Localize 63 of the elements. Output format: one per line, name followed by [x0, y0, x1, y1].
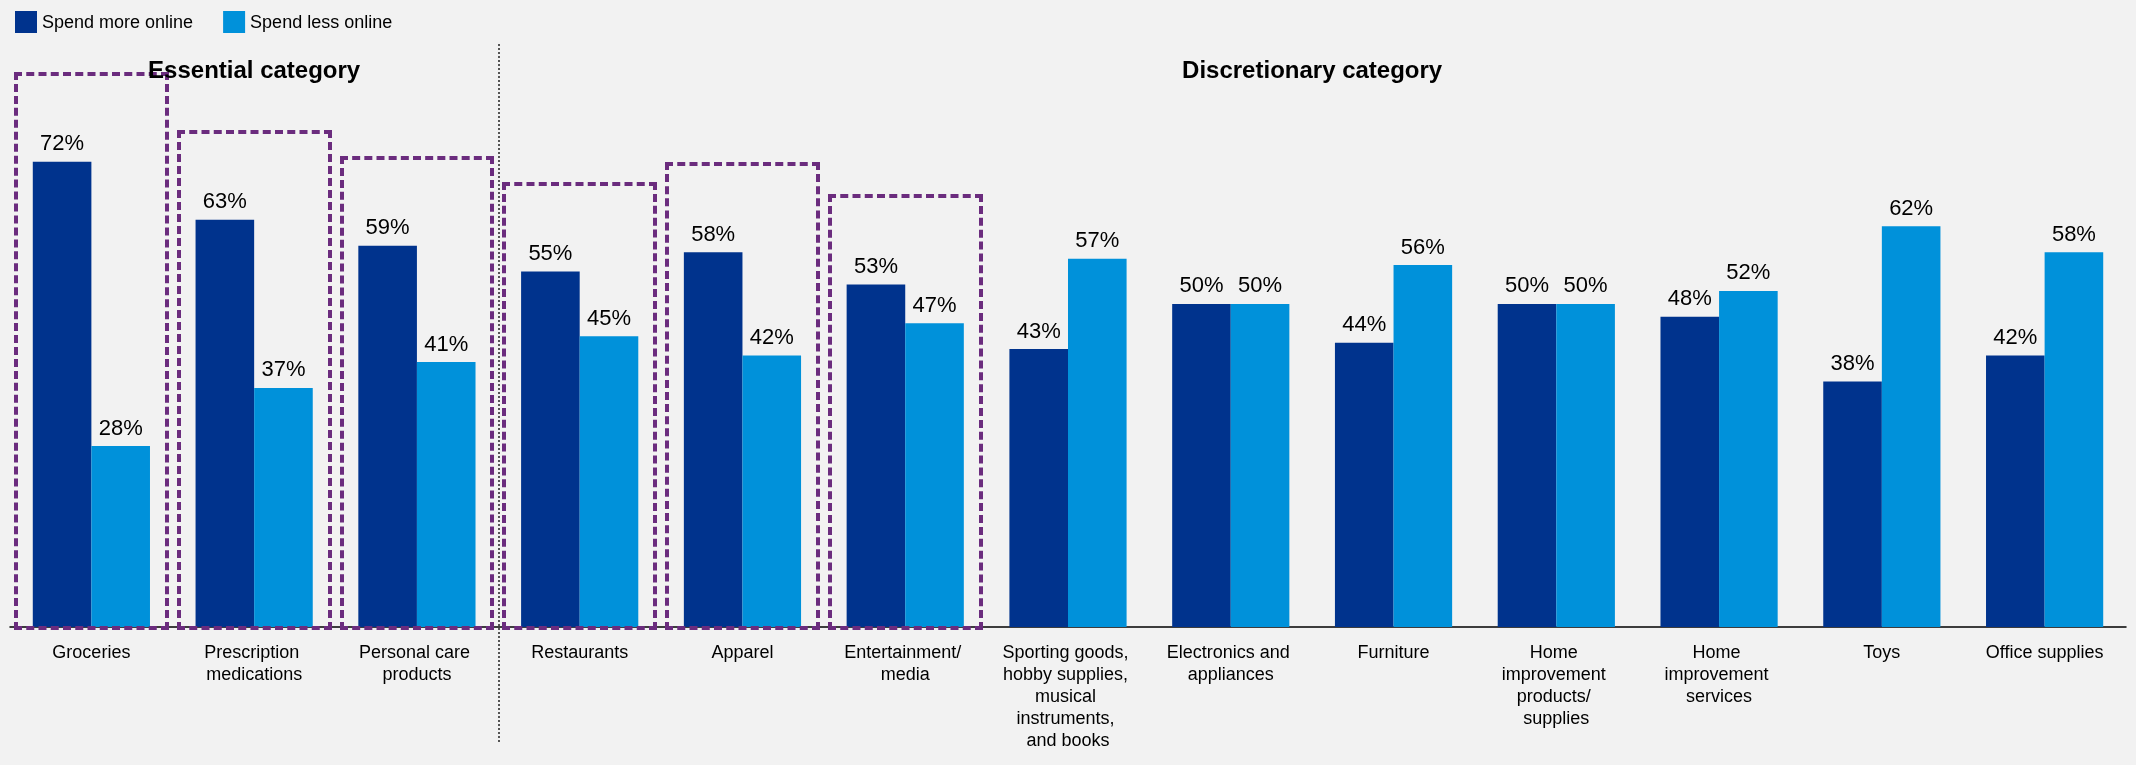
data-label: 50% [1563, 272, 1608, 298]
bar [1986, 355, 2045, 627]
data-label: 37% [261, 356, 306, 382]
bar [1660, 316, 1720, 627]
x-tick-label: Home improvement services [1664, 642, 1774, 706]
x-tick-label: Sporting goods, hobby supplies, musical instruments, and books [1002, 642, 1134, 750]
data-label: 59% [365, 214, 410, 240]
data-label: 38% [1830, 349, 1875, 375]
bar [579, 336, 639, 627]
data-label: 58% [2051, 220, 2096, 246]
data-label: 53% [853, 252, 898, 278]
data-label: 55% [528, 240, 573, 266]
bar [1881, 226, 1941, 627]
x-tick-label: Furniture [1357, 642, 1430, 662]
x-tick-label: Home improvement products/ supplies [1501, 642, 1611, 728]
bar [1719, 290, 1778, 627]
bar [2044, 252, 2104, 627]
bar [416, 362, 476, 627]
x-tick-label: Apparel [711, 642, 774, 662]
x-tick-label: Prescription medications [204, 642, 305, 684]
bar [91, 446, 150, 627]
x-tick-label: Entertainment/ media [844, 642, 967, 684]
x-tick-label: Office supplies [1985, 642, 2104, 662]
data-label: 72% [40, 130, 85, 156]
bar [1393, 265, 1453, 627]
data-label: 56% [1400, 233, 1445, 259]
bar [1556, 303, 1615, 627]
data-label: 47% [912, 291, 957, 317]
data-label: 50% [1179, 272, 1224, 298]
data-label: 41% [424, 330, 469, 356]
x-tick-label: Groceries [52, 642, 131, 662]
bar [254, 387, 313, 627]
legend-label: Spend less online [250, 12, 393, 32]
bar [1230, 303, 1290, 627]
data-label: 63% [202, 188, 247, 214]
bar [1497, 303, 1557, 627]
data-label: 42% [749, 324, 794, 350]
data-label: 45% [586, 304, 632, 330]
x-tick-label: Restaurants [531, 642, 629, 662]
x-tick-label: Toys [1863, 642, 1901, 662]
bar [905, 323, 964, 627]
bar [1009, 349, 1068, 627]
legend-label: Spend more online [42, 12, 194, 32]
x-tick-label: Personal care products [358, 642, 475, 684]
data-label: 28% [98, 414, 143, 440]
data-label: 50% [1238, 272, 1283, 298]
bar [1334, 342, 1394, 627]
data-label: 42% [1993, 324, 2038, 350]
data-label: 43% [1016, 317, 1061, 343]
bar [1172, 303, 1231, 627]
data-label: 58% [691, 220, 736, 246]
bar [1068, 258, 1127, 627]
x-tick-label: Electronics and appliances [1166, 642, 1295, 684]
data-label: 48% [1667, 285, 1712, 311]
bar [742, 355, 802, 627]
data-label: 62% [1889, 194, 1934, 220]
bar [1823, 381, 1882, 627]
text: Discretionary category [1182, 56, 1443, 84]
data-label: 50% [1504, 272, 1550, 298]
data-label: 44% [1342, 311, 1387, 337]
data-label: 57% [1075, 227, 1120, 253]
data-label: 52% [1726, 259, 1771, 285]
text: Essential category [148, 56, 361, 84]
